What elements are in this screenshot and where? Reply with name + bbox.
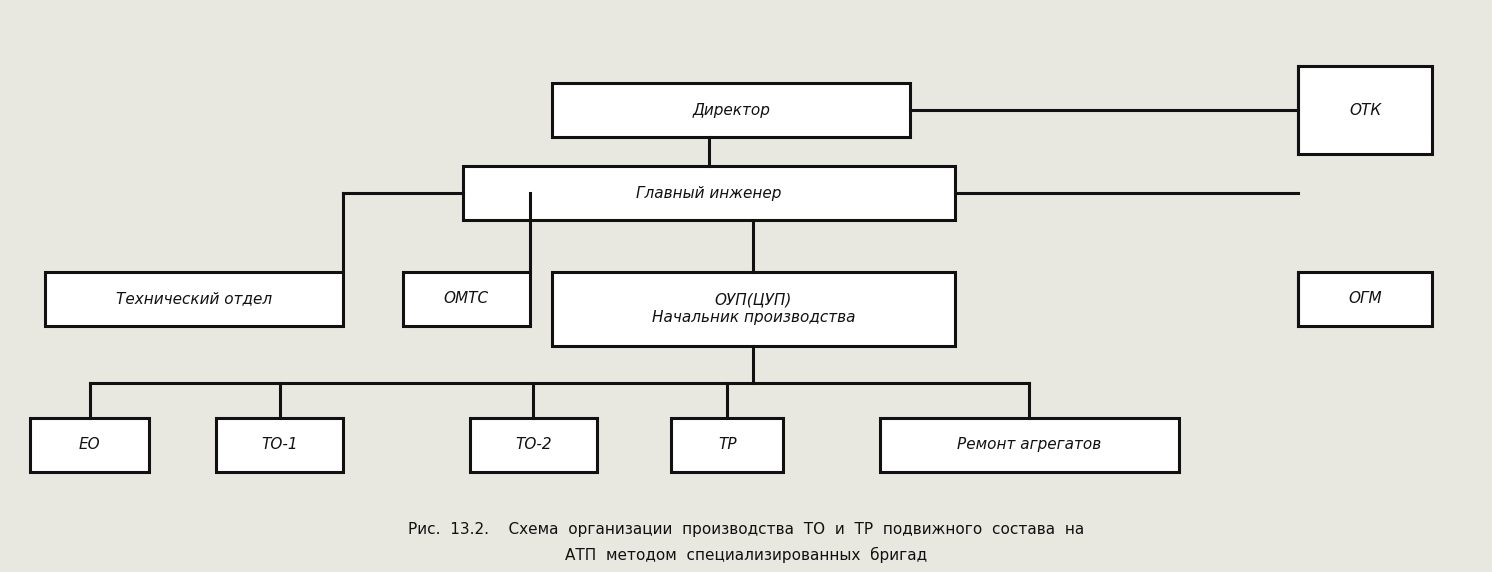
Text: Директор: Директор [692,102,770,118]
Text: ОУП(ЦУП)
Начальник производства: ОУП(ЦУП) Начальник производства [652,293,855,325]
Text: Рис.  13.2.    Схема  организации  производства  ТО  и  ТР  подвижного  состава : Рис. 13.2. Схема организации производств… [407,522,1085,537]
FancyBboxPatch shape [552,272,955,346]
FancyBboxPatch shape [671,418,783,472]
Text: ОТК: ОТК [1349,102,1382,118]
Text: Главный инженер: Главный инженер [636,185,782,201]
Text: Ремонт агрегатов: Ремонт агрегатов [958,437,1101,452]
FancyBboxPatch shape [463,166,955,220]
FancyBboxPatch shape [216,418,343,472]
Text: ТО-1: ТО-1 [261,437,298,452]
Text: ОМТС: ОМТС [443,291,489,307]
FancyBboxPatch shape [880,418,1179,472]
Text: Технический отдел: Технический отдел [116,291,272,307]
FancyBboxPatch shape [1298,272,1432,326]
FancyBboxPatch shape [403,272,530,326]
FancyBboxPatch shape [1298,66,1432,154]
Text: АТП  методом  специализированных  бригад: АТП методом специализированных бригад [565,547,927,563]
FancyBboxPatch shape [470,418,597,472]
FancyBboxPatch shape [552,83,910,137]
Text: ТО-2: ТО-2 [515,437,552,452]
FancyBboxPatch shape [30,418,149,472]
FancyBboxPatch shape [45,272,343,326]
Text: ОГМ: ОГМ [1349,291,1382,307]
Text: ЕО: ЕО [79,437,100,452]
Text: ТР: ТР [718,437,737,452]
